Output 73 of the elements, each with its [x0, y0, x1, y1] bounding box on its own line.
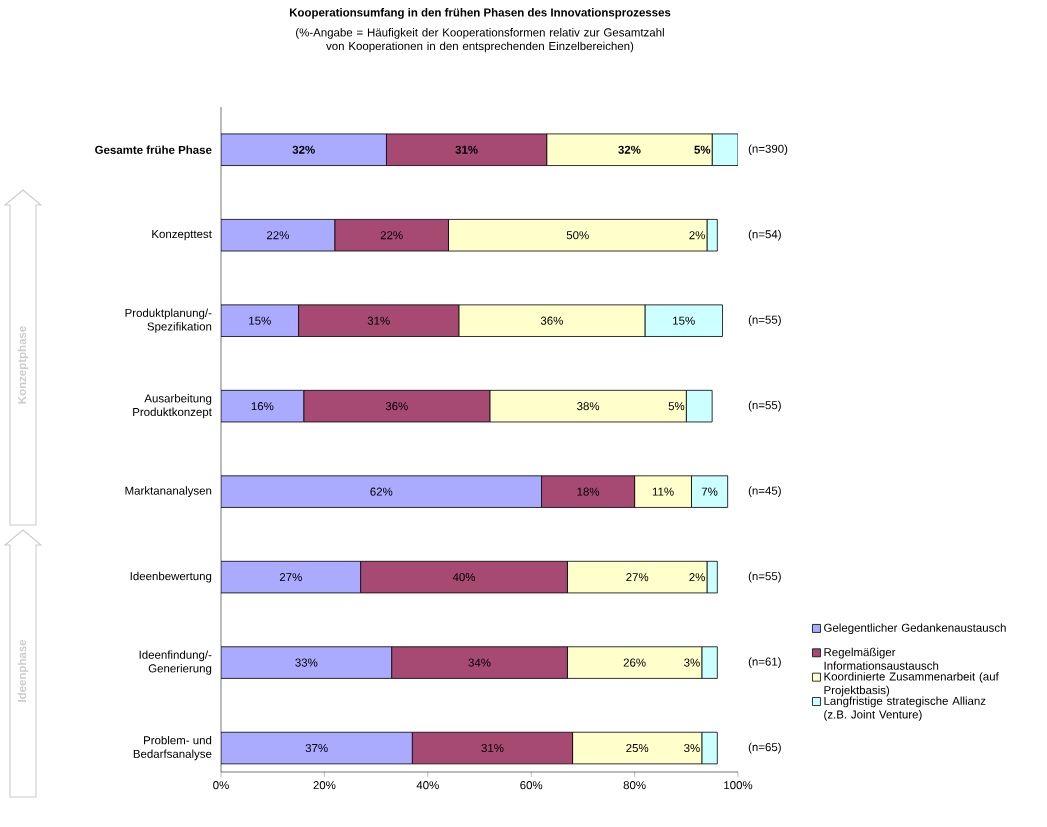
data-label: 22% — [380, 231, 403, 240]
bar — [221, 389, 305, 423]
data-label: 27% — [626, 573, 649, 582]
bar — [221, 560, 361, 594]
bar — [685, 389, 713, 423]
y-tick-label: Ideenbewertung — [130, 571, 212, 583]
y-tick-label: Produktplanung/-Spezifikation — [125, 308, 212, 333]
data-label: 36% — [540, 316, 563, 325]
data-label: 40% — [452, 573, 476, 582]
legend-label: Langfristige strategische Allianz (z.B. Joint Venture) — [824, 696, 986, 721]
y-tick-label: Konzepttest — [152, 230, 212, 241]
data-label: 50% — [566, 231, 589, 240]
bar — [221, 304, 299, 337]
data-label: 11% — [652, 487, 674, 496]
data-label: 33% — [295, 658, 318, 667]
data-label: 5% — [668, 402, 685, 411]
legend-label: Regelmäßiger Informationsaustausch — [824, 647, 939, 670]
data-label: 3% — [684, 743, 700, 753]
bar — [221, 475, 542, 508]
bar — [221, 731, 413, 765]
data-label: 38% — [577, 402, 600, 411]
text: (n=65) — [748, 742, 781, 754]
legend-label: Gelegentlicher Gedankenaustausch — [824, 623, 1006, 635]
data-label: 2% — [689, 231, 705, 240]
text: (n=55) — [748, 315, 781, 327]
data-label: 31% — [455, 145, 478, 154]
x-tick-label: 60% — [520, 781, 543, 790]
data-label: 3% — [684, 658, 700, 667]
data-label: 27% — [279, 573, 302, 582]
bar — [221, 133, 387, 166]
data-label: 22% — [266, 231, 289, 240]
x-tick-label: 20% — [313, 781, 336, 790]
y-tick-label: Gesamte frühe Phase — [95, 145, 212, 154]
bar — [701, 646, 718, 679]
data-label: 16% — [251, 402, 274, 411]
chart-title: Kooperationsumfang in den frühen Phasen des Innovationsprozesses — [289, 8, 671, 19]
y-tick-label: Ideenfindung/-Generierung — [139, 650, 212, 675]
y-tick-label: Problem- und Bedarfsanalyse — [133, 735, 212, 761]
data-label: 62% — [370, 487, 393, 496]
data-label: 7% — [701, 487, 718, 496]
text: (n=390) — [748, 144, 788, 156]
data-label: 2% — [689, 573, 705, 582]
y-tick-label: Marktananalysen — [125, 486, 212, 497]
data-label: 34% — [468, 658, 491, 667]
text: (n=61) — [748, 657, 781, 668]
y-tick-label: Ausarbeitung Produktkonzept — [133, 394, 212, 419]
data-label: 15% — [249, 316, 271, 325]
data-label: 31% — [481, 743, 504, 753]
data-label: 36% — [385, 402, 408, 411]
text: (n=55) — [748, 400, 781, 412]
data-label: 5% — [694, 145, 711, 154]
data-label: 32% — [618, 145, 641, 154]
legend-label: Koordinierte Zusammenarbeit (auf Projektbasis) — [824, 672, 999, 697]
chart-subtitle: (%-Angabe = Häufigkeit der Kooperationsformen relativ zur Gesamtzahl von Kooperationen in den entsprechenden Einzelbereichen) — [296, 28, 664, 53]
bar — [221, 218, 336, 252]
bar — [221, 646, 393, 679]
x-tick-label: 40% — [416, 781, 439, 790]
bar — [691, 475, 729, 508]
text: (n=45) — [748, 486, 781, 497]
x-tick-label: 80% — [623, 781, 646, 790]
data-label: 32% — [292, 145, 315, 154]
data-label: 25% — [626, 743, 649, 753]
data-label: 37% — [305, 743, 328, 753]
text: (n=55) — [748, 571, 781, 583]
data-label: 31% — [367, 316, 390, 325]
x-tick-label: 100% — [724, 781, 753, 790]
bar — [701, 731, 718, 765]
data-label: 26% — [623, 658, 646, 667]
data-label: 18% — [577, 487, 600, 496]
bar — [644, 304, 723, 337]
text: (n=54) — [748, 229, 781, 241]
data-label: 15% — [673, 316, 695, 325]
x-tick-label: 0% — [213, 781, 229, 790]
